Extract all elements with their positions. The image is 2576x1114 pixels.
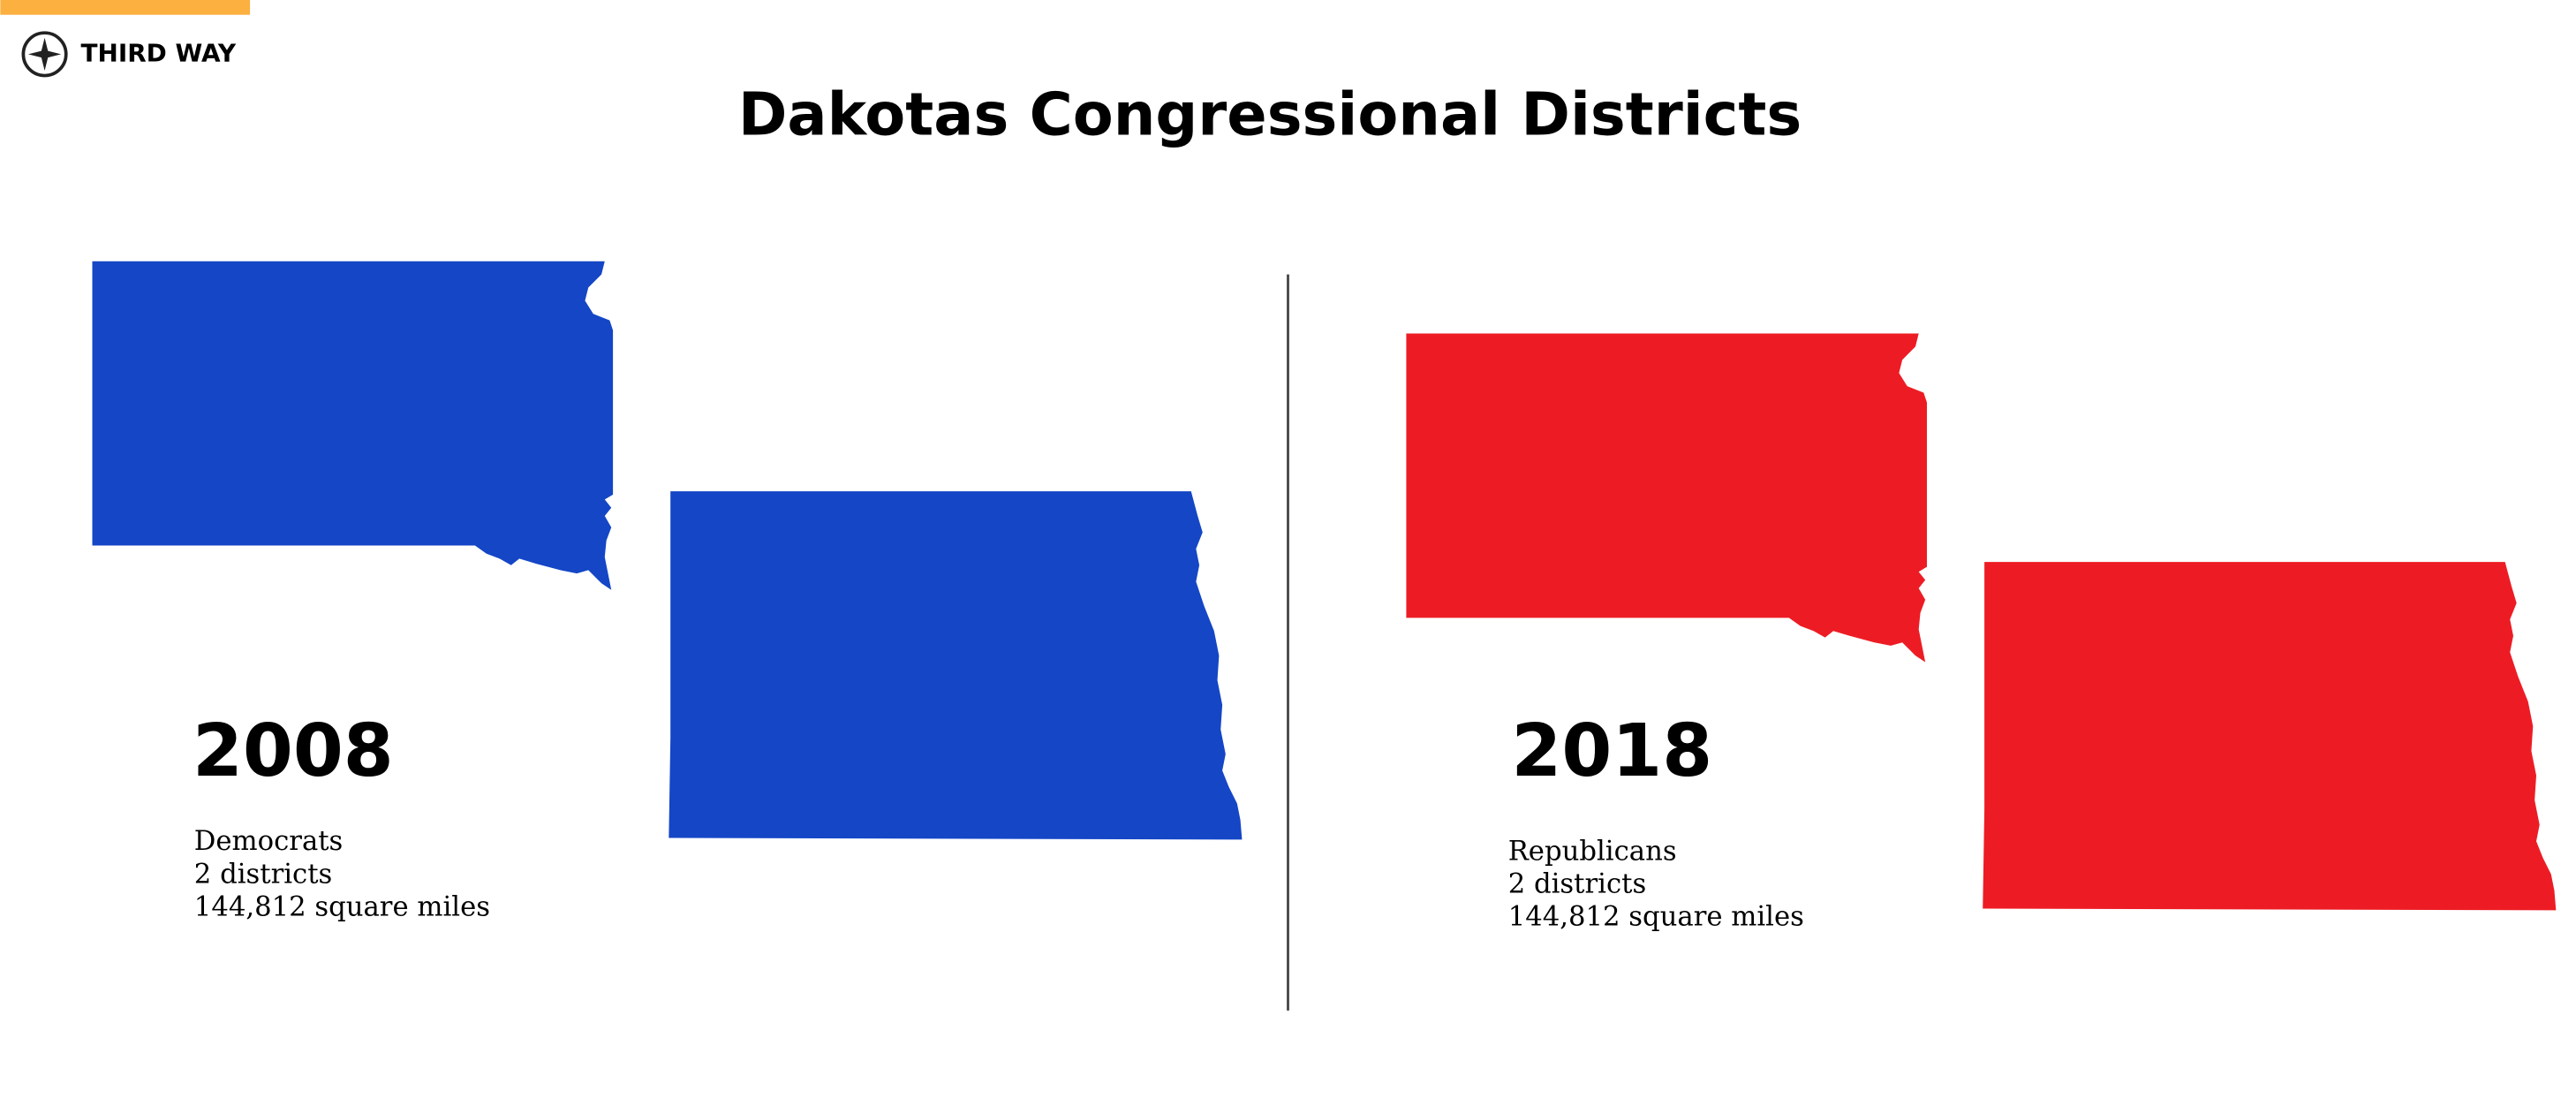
logo-text: THIRD WAY [80, 38, 236, 67]
districts: 2 districts [194, 859, 332, 890]
south-dakota-map [92, 261, 614, 590]
party: Republicans [1508, 836, 1677, 867]
districts: 2 districts [1508, 868, 1647, 899]
north-dakota-map [1983, 562, 2557, 911]
year: 2008 [193, 709, 394, 793]
north-dakota-map [669, 491, 1243, 840]
year: 2018 [1511, 709, 1712, 793]
logo-bar [0, 0, 251, 15]
south-dakota-map [1406, 333, 1927, 663]
party: Democrats [194, 826, 343, 857]
area: 144,812 square miles [194, 892, 490, 923]
area: 144,812 square miles [1508, 902, 1804, 933]
logo-icon [21, 31, 68, 78]
title: Dakotas Congressional Districts [738, 80, 1802, 148]
